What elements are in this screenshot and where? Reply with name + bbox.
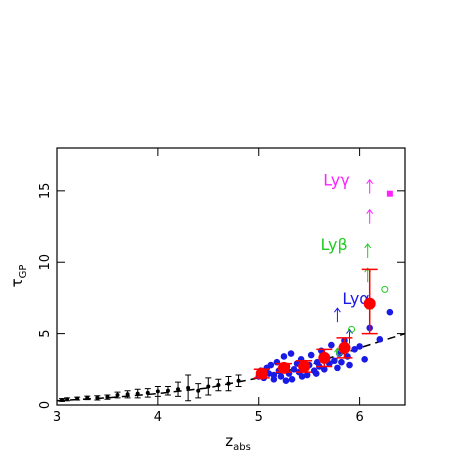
mean-point <box>363 297 376 310</box>
data-point <box>338 358 345 366</box>
data-point <box>125 392 130 397</box>
data-point <box>287 350 295 357</box>
arrow-head <box>366 208 374 214</box>
data-point <box>290 366 298 373</box>
data-point <box>328 341 335 349</box>
mean-point <box>255 367 268 380</box>
data-point <box>331 357 338 365</box>
arrow-head <box>366 178 374 184</box>
arrow-head <box>334 307 341 313</box>
data-point <box>267 361 275 369</box>
data-point <box>105 395 110 400</box>
series-label: Lyγ <box>323 171 349 190</box>
data-point <box>277 373 285 380</box>
mean-point <box>338 341 351 354</box>
fit-line <box>56 332 406 402</box>
data-point <box>95 395 100 400</box>
y-axis-label: τGP <box>8 265 29 288</box>
data-point <box>176 387 181 392</box>
series-label: Lyβ <box>321 235 348 254</box>
x-tick-label: 6 <box>355 410 363 425</box>
lower-limit-arrow <box>334 307 341 323</box>
plot-frame <box>56 147 406 406</box>
y-tick-label: 0 <box>38 401 53 409</box>
data-point <box>321 366 328 373</box>
y-label-sub: GP <box>18 265 29 279</box>
data-point <box>226 381 231 386</box>
mean-point <box>318 351 331 364</box>
data-point <box>115 393 120 398</box>
data-point <box>280 353 288 360</box>
data-point <box>60 398 65 403</box>
data-point <box>165 388 170 393</box>
data-point <box>85 395 90 400</box>
arrow-head <box>364 243 372 249</box>
data-point <box>216 383 221 388</box>
data-point <box>348 325 356 333</box>
data-point <box>386 190 393 197</box>
y-label-main: τ <box>8 278 26 287</box>
x-label-main: z <box>225 432 233 450</box>
data-point <box>376 336 384 343</box>
data-point <box>351 346 358 353</box>
data-point <box>145 390 150 395</box>
lower-limit-arrow <box>366 208 374 224</box>
data-point <box>65 397 70 402</box>
data-point <box>346 361 353 369</box>
series-label: Lyα <box>342 289 369 308</box>
data-point <box>307 351 315 359</box>
data-point <box>312 370 320 377</box>
data-point <box>186 385 191 390</box>
data-point <box>196 388 201 393</box>
x-label-sub: abs <box>233 442 251 453</box>
mean-point <box>277 361 290 374</box>
lower-limit-arrow <box>366 178 374 194</box>
data-point <box>361 356 368 363</box>
data-point <box>236 378 241 383</box>
data-point <box>303 371 311 379</box>
data-point <box>334 364 341 372</box>
y-tick-label: 10 <box>38 254 53 271</box>
y-tick-label: 5 <box>38 329 53 337</box>
y-tick-label: 15 <box>38 183 53 200</box>
data-point <box>75 396 80 401</box>
data-point <box>135 391 140 396</box>
x-axis-label: zabs <box>225 432 251 453</box>
data-point <box>155 389 160 394</box>
mean-point <box>298 360 311 373</box>
lower-limit-arrow <box>364 243 372 258</box>
data-point <box>381 285 389 293</box>
data-point <box>356 343 363 350</box>
data-point <box>288 376 296 383</box>
x-tick-label: 4 <box>154 410 162 425</box>
x-tick-label: 5 <box>255 410 263 425</box>
data-point <box>282 377 290 385</box>
data-point <box>386 308 394 316</box>
x-tick-label: 3 <box>53 410 61 425</box>
data-point <box>270 376 278 383</box>
data-point <box>298 373 306 380</box>
data-point <box>206 384 211 389</box>
